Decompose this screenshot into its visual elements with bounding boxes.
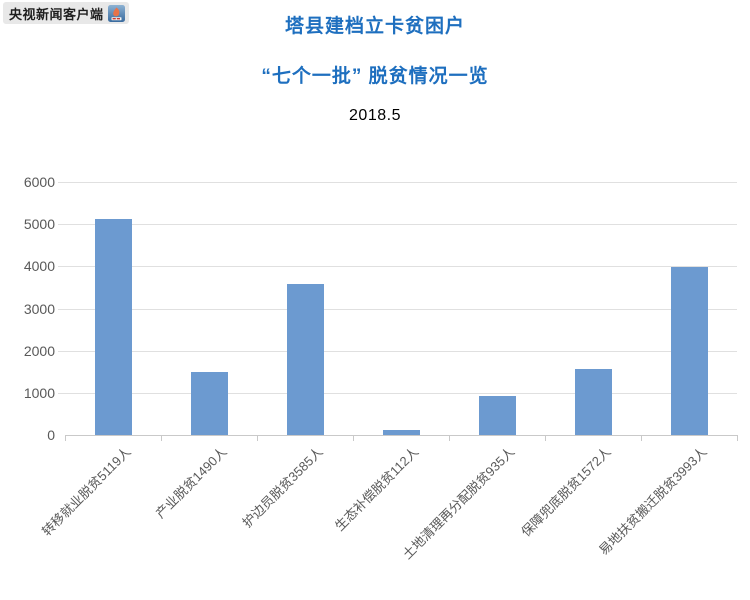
x-axis-tick (737, 435, 738, 441)
gridline (58, 182, 737, 183)
gridline (58, 350, 737, 352)
x-axis-label: 易地扶贫搬迁脱贫3993人 (595, 444, 710, 558)
gridline (58, 308, 737, 310)
y-axis-tick-label: 4000 (23, 258, 55, 275)
x-axis-label: 护边员脱贫3585人 (239, 444, 326, 531)
news-client-badge-label: 央视新闻客户端 (9, 6, 104, 22)
x-axis-label: 产业脱贫1490人 (152, 444, 230, 522)
y-axis-tick-label: 3000 (23, 300, 55, 317)
bar (190, 372, 228, 435)
x-axis-label: 转移就业脱贫5119人 (38, 444, 134, 539)
y-axis-tick-label: 1000 (23, 384, 55, 401)
bar (94, 219, 132, 435)
x-axis-label: 生态补偿脱贫112人 (332, 444, 422, 534)
chart-subtitle: “七个一批” 脱贫情况一览 (261, 66, 489, 87)
cctv-news-icon (107, 4, 125, 22)
chart-title: 塔县建档立卡贫困户 (284, 16, 465, 37)
bar (574, 368, 612, 435)
y-axis-tick-label: 5000 (23, 216, 55, 233)
gridline (58, 224, 737, 226)
x-axis-tick (449, 435, 450, 441)
y-axis-tick-label: 0 (47, 427, 55, 443)
x-axis-tick (353, 435, 354, 441)
x-axis-line (65, 435, 737, 436)
gridline (58, 266, 737, 268)
x-axis-label: 保障兜底脱贫1572人 (518, 444, 614, 540)
news-client-badge: 央视新闻客户端 (3, 2, 129, 24)
y-axis-tick-label: 6000 (23, 174, 55, 190)
bar (382, 430, 420, 435)
x-axis-tick (641, 435, 642, 441)
bar (670, 266, 708, 435)
bar (286, 283, 324, 435)
x-axis-tick (161, 435, 162, 441)
bar (478, 395, 516, 435)
x-axis-tick (65, 435, 66, 441)
x-axis-tick (545, 435, 546, 441)
gridline (58, 392, 737, 394)
y-axis-tick-label: 2000 (23, 342, 55, 359)
chart-date: 2018.5 (349, 107, 401, 124)
x-axis-tick (257, 435, 258, 441)
